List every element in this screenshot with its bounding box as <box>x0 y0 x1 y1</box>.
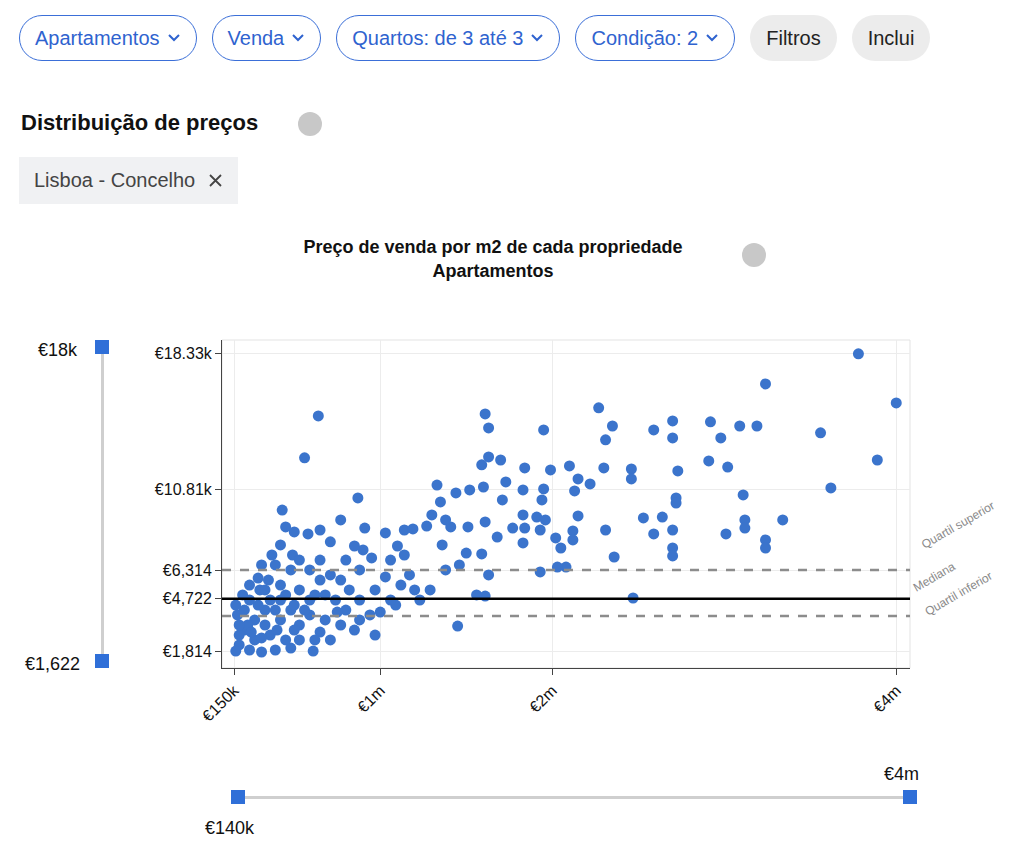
html-text:Condição: 2: Condição: 2 <box>591 26 699 49</box>
html-text:Apartamentos: Apartamentos <box>35 26 160 49</box>
html-text:€18k: €18k <box>38 340 77 360</box>
html-text:€4m: €4m <box>884 764 919 784</box>
svg-text:€6,314: €6,314 <box>163 562 212 579</box>
html-text:€1,622: €1,622 <box>25 654 81 674</box>
svg-text:Mediana: Mediana <box>911 559 958 594</box>
svg-text:Quartil inferior: Quartil inferior <box>922 569 994 619</box>
svg-text:€2m: €2m <box>526 682 560 716</box>
svg-text:€18.33k: €18.33k <box>155 345 213 362</box>
html-text:Venda: Venda <box>227 26 285 49</box>
svg-text:€10.81k: €10.81k <box>155 481 213 498</box>
svg-text:€4m: €4m <box>870 682 904 716</box>
svg-text:€1m: €1m <box>354 682 388 716</box>
svg-text:Preço de venda por m2 de cada: Preço de venda por m2 de cada propriedad… <box>303 237 682 280</box>
svg-text:€4,722: €4,722 <box>163 590 212 607</box>
html-text:€140k: €140k <box>205 818 254 838</box>
html-text:Filtros: Filtros <box>766 26 821 49</box>
html-text:Lisboa - Concelho: Lisboa - Concelho <box>34 169 196 191</box>
svg-text:Quartil superior: Quartil superior <box>919 499 997 552</box>
svg-text:€150k: €150k <box>199 681 243 725</box>
html-text:Distribuição de preços: Distribuição de preços <box>21 110 259 135</box>
svg-text:€1,814: €1,814 <box>163 643 212 660</box>
html-text:Quartos: de 3 até 3: Quartos: de 3 até 3 <box>352 26 524 49</box>
html-text:Inclui: Inclui <box>867 26 915 49</box>
